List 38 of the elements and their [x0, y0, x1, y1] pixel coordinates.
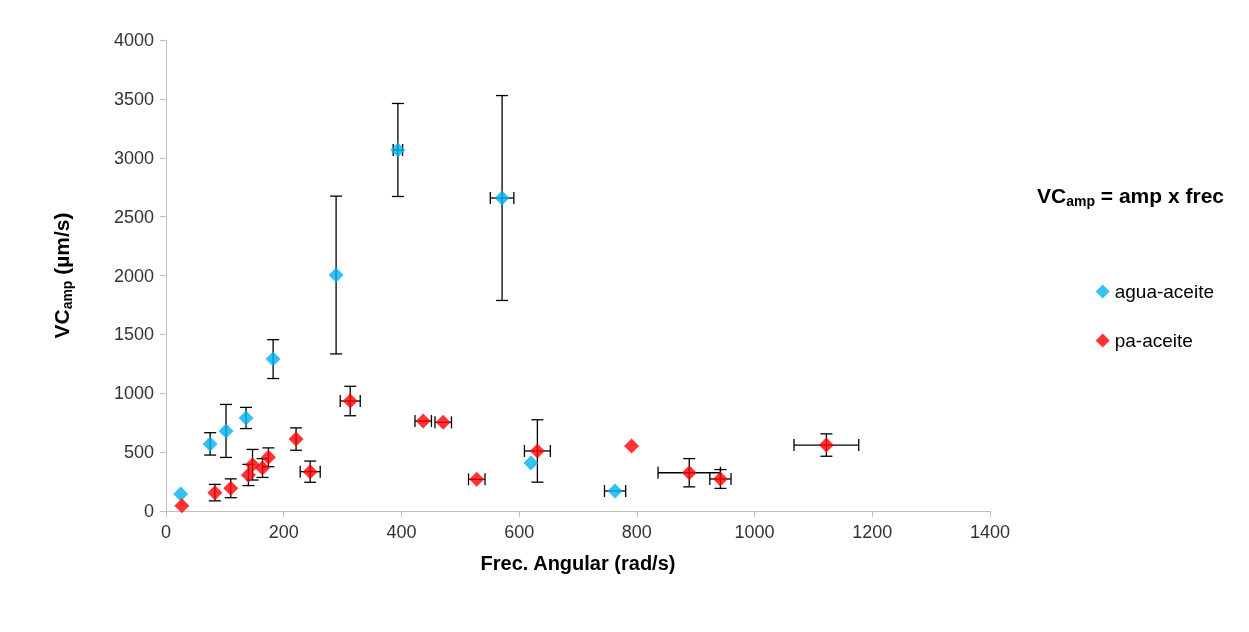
point: [202, 436, 218, 452]
point: [174, 498, 190, 514]
point: [265, 351, 281, 367]
y-axis-title: VCamp (µm/s): [50, 212, 75, 339]
point: [328, 267, 344, 283]
x-tick-label: 0: [160, 522, 172, 542]
x-tick-label: 400: [386, 522, 417, 542]
point: [523, 455, 539, 471]
y-tick-label: 1500: [113, 324, 154, 345]
point: [607, 483, 623, 499]
y-tick-label: 0: [143, 501, 154, 521]
point: [173, 486, 189, 502]
legend-label: agua-aceite: [1114, 281, 1214, 302]
point: [288, 431, 304, 447]
y-tick-label: 2000: [113, 265, 154, 286]
y-tick-label: 1000: [113, 383, 154, 404]
legend-label: pa-aceite: [1114, 330, 1193, 351]
point: [245, 457, 261, 473]
x-tick-label: 1200: [852, 522, 893, 542]
x-axis-title: Frec. Angular (rad/s): [480, 552, 676, 574]
x-tick-label: 200: [268, 522, 299, 542]
x-tick-label: 800: [621, 522, 652, 542]
y-tick-label: 3000: [113, 147, 154, 168]
x-tick-label: 1000: [734, 522, 775, 542]
point: [218, 423, 234, 439]
point: [681, 465, 697, 481]
y-tick-label: 4000: [113, 30, 154, 50]
y-tick-label: 2500: [113, 206, 154, 227]
x-tick-label: 600: [504, 522, 535, 542]
point: [238, 410, 254, 426]
x-tick-label: 1400: [969, 522, 1011, 542]
point: [529, 443, 545, 459]
point: [818, 437, 834, 453]
y-tick-label: 3500: [113, 88, 154, 109]
point: [240, 467, 256, 483]
point: [624, 438, 640, 454]
point: [494, 190, 510, 206]
y-tick-label: 500: [123, 442, 154, 463]
